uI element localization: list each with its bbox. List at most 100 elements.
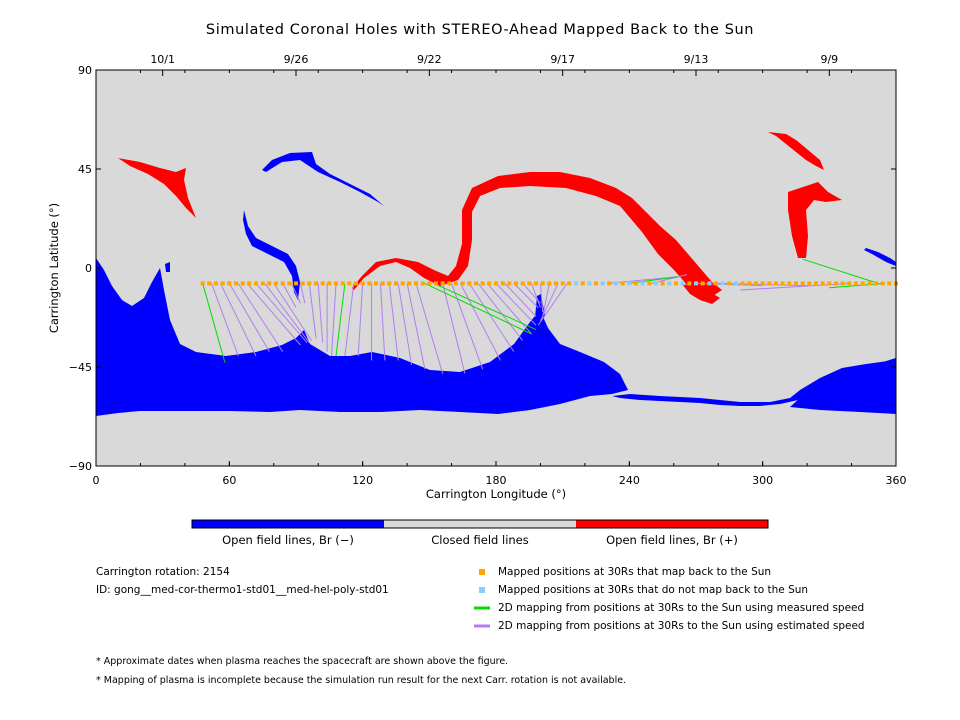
estimated-mapping-line xyxy=(513,283,539,308)
mapped-position-marker xyxy=(880,281,885,286)
not-mapped-position-marker xyxy=(574,281,578,286)
mapped-position-marker xyxy=(547,281,552,286)
estimated-mapping-line xyxy=(539,283,544,313)
mapped-position-marker xyxy=(787,281,792,286)
mapped-position-marker xyxy=(307,281,312,286)
spacecraft-track xyxy=(200,281,898,286)
legend-not-mapped-marker xyxy=(479,587,485,593)
estimated-mapping-line xyxy=(331,283,337,357)
mapped-position-marker xyxy=(460,281,465,286)
top-date-label: 10/1 xyxy=(150,53,175,66)
open-field-neg-stalk xyxy=(243,210,300,300)
mapped-position-marker xyxy=(514,281,518,286)
estimated-mapping-line xyxy=(537,283,568,326)
mapped-position-marker xyxy=(387,281,392,286)
estimated-mapping-line xyxy=(451,283,484,370)
not-mapped-position-marker xyxy=(614,281,618,286)
colorbar-frame xyxy=(191,519,769,529)
estimated-mapping-line xyxy=(539,283,559,322)
mapped-position-marker xyxy=(760,281,765,286)
open-field-pos-ne-2 xyxy=(788,182,842,258)
estimated-mapping-line xyxy=(219,283,257,357)
mapped-position-marker xyxy=(687,281,692,286)
mapped-position-marker xyxy=(267,281,272,286)
colorbar-label-open-pos: Open field lines, Br (+) xyxy=(606,533,738,547)
estimated-mapping-line xyxy=(264,283,310,344)
estimated-mapping-line xyxy=(357,283,364,357)
mapped-position-marker xyxy=(287,281,292,286)
not-mapped-position-marker xyxy=(720,281,725,286)
mapped-position-marker xyxy=(874,281,878,286)
x-tick-label: 120 xyxy=(352,474,373,487)
mapped-position-marker xyxy=(827,281,832,286)
mapped-position-marker xyxy=(207,281,212,286)
estimated-mapping-line xyxy=(344,283,355,357)
not-mapped-position-marker xyxy=(694,281,698,286)
not-mapped-position-marker xyxy=(707,281,712,286)
mapped-position-marker xyxy=(240,281,245,286)
mapped-position-marker xyxy=(814,281,818,286)
mapped-position-marker xyxy=(214,281,218,286)
open-field-neg-south xyxy=(96,258,628,416)
not-mapped-position-marker xyxy=(734,281,738,286)
mapped-position-marker xyxy=(580,281,585,286)
open-field-pos-arch xyxy=(352,172,722,298)
mapped-position-marker xyxy=(280,281,285,286)
mapped-position-marker xyxy=(820,281,825,286)
open-field-neg-spike xyxy=(535,294,545,326)
mapped-position-marker xyxy=(620,281,625,286)
mapped-position-marker xyxy=(234,281,238,286)
colorbar-open-pos xyxy=(576,520,768,528)
mapped-position-marker xyxy=(494,281,498,286)
mapped-position-marker xyxy=(474,281,478,286)
mapped-position-marker xyxy=(227,281,232,286)
colorbar-closed xyxy=(384,520,576,528)
not-mapped-position-marker xyxy=(600,281,605,286)
estimated-mapping-line xyxy=(740,282,852,291)
mapped-position-marker xyxy=(860,281,865,286)
measured-mapping-line xyxy=(202,283,226,363)
estimated-mapping-line xyxy=(255,283,308,344)
mapped-position-marker xyxy=(527,281,532,286)
mapped-position-marker xyxy=(800,281,805,286)
estimated-mapping-line xyxy=(542,283,550,317)
x-tick-label: 60 xyxy=(222,474,236,487)
estimated-mapping-line xyxy=(388,283,399,361)
x-axis-label: Carrington Longitude (°) xyxy=(426,487,566,501)
not-mapped-position-marker xyxy=(667,281,672,286)
mapped-position-marker xyxy=(380,281,385,286)
estimated-mapping-line xyxy=(379,283,386,361)
mapped-position-marker xyxy=(480,281,485,286)
mapped-position-marker xyxy=(254,281,258,286)
measured-mapping-line xyxy=(335,283,346,357)
mapped-position-marker xyxy=(440,281,445,286)
mapped-position-marker xyxy=(727,281,732,286)
mapped-position-marker xyxy=(340,281,345,286)
mapped-position-marker xyxy=(554,281,558,286)
estimated-mapping-line xyxy=(406,283,426,370)
axis-tick-labels: 0 60 120 180 240 300 360 90 45 0 −45 −90 10/1 9/26 9/2… xyxy=(69,53,907,487)
not-mapped-position-marker xyxy=(627,281,632,286)
chart-title: Simulated Coronal Holes with STEREO-Ahea… xyxy=(205,22,755,38)
mapped-position-marker xyxy=(647,281,652,286)
y-tick-label: 90 xyxy=(78,64,92,77)
mapped-position-marker xyxy=(887,281,892,286)
mapped-position-marker xyxy=(274,281,278,286)
estimated-mapping-line xyxy=(468,283,515,352)
mapped-position-marker xyxy=(660,281,665,286)
x-tick-label: 0 xyxy=(93,474,100,487)
mapped-position-marker xyxy=(427,281,432,286)
mapped-position-marker xyxy=(394,281,398,286)
top-date-label: 9/17 xyxy=(550,53,575,66)
top-date-label: 9/22 xyxy=(417,53,442,66)
mapped-position-marker xyxy=(500,281,505,286)
note-incomplete: * Mapping of plasma is incomplete becaus… xyxy=(96,675,627,686)
y-axis-label: Carrington Latitude (°) xyxy=(47,203,61,333)
open-field-pos-ne-1 xyxy=(768,132,824,170)
estimated-mapping-line xyxy=(477,283,524,341)
legend-estimated-label: 2D mapping from positions at 30Rs to the… xyxy=(498,620,865,632)
open-field-neg-north-east xyxy=(864,248,896,266)
estimated-mapping-line xyxy=(273,283,312,341)
legend-measured-label: 2D mapping from positions at 30Rs to the… xyxy=(498,602,865,614)
mapped-position-marker xyxy=(767,281,772,286)
